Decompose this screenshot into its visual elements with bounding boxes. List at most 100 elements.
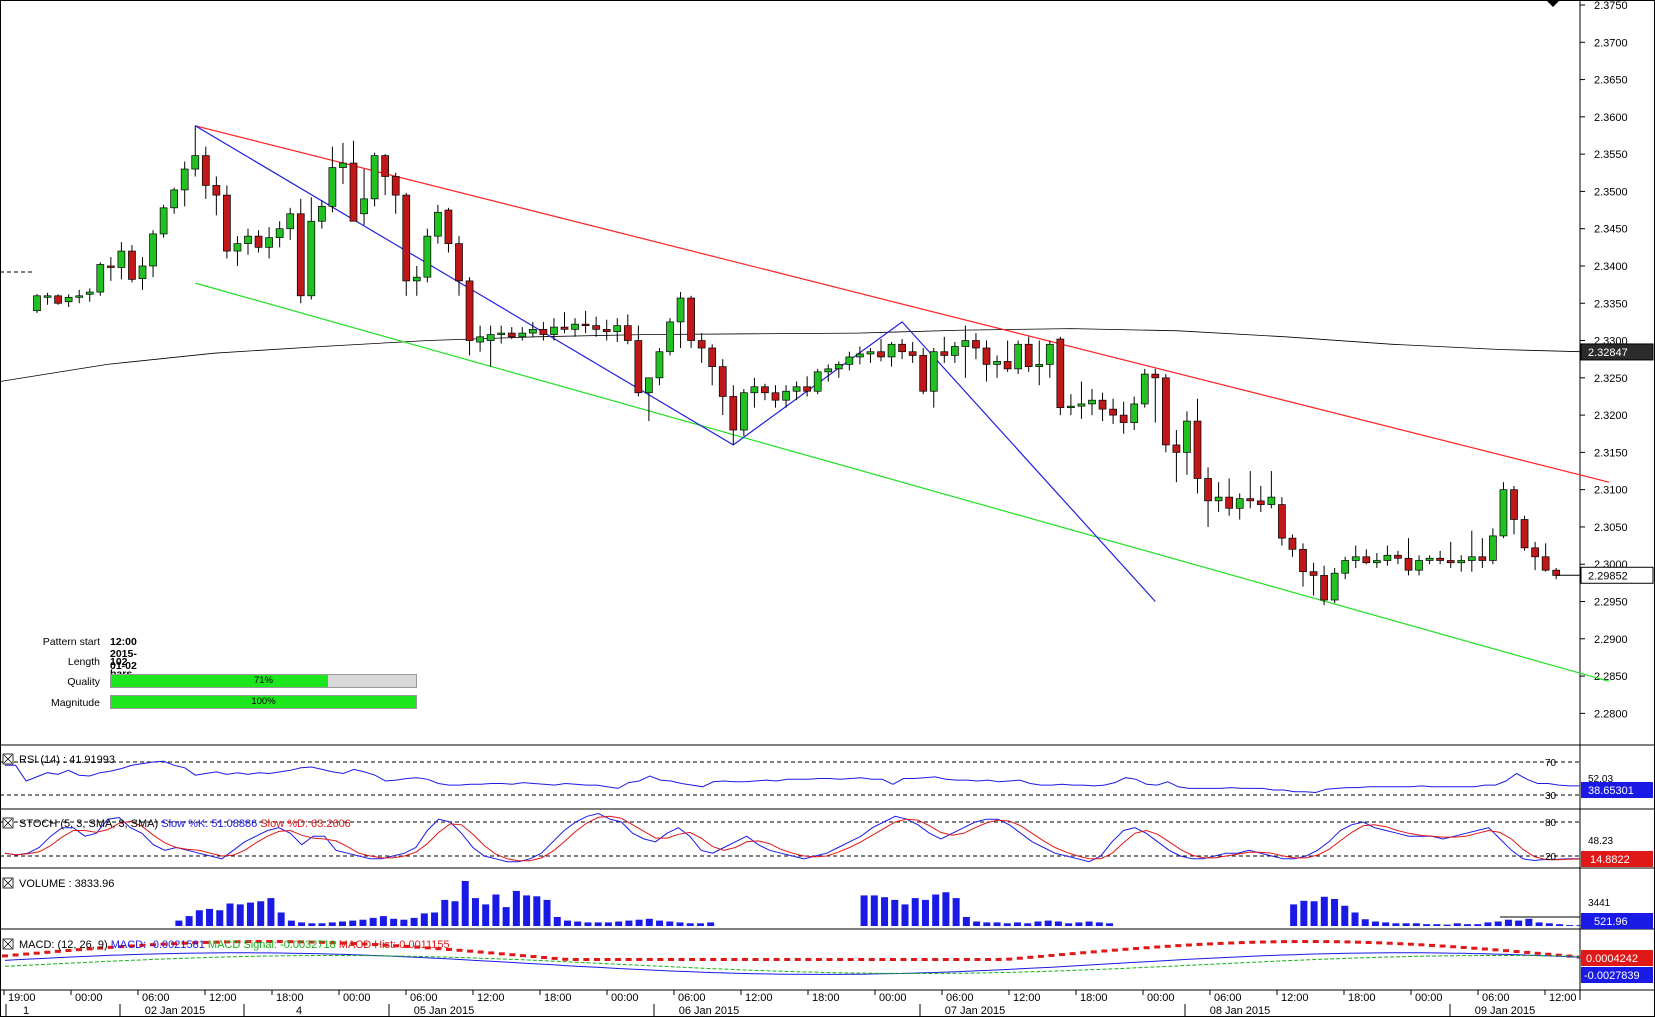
- volume-bar: [635, 919, 643, 926]
- candle-up: [1267, 496, 1276, 505]
- volume-bar: [216, 910, 224, 926]
- macd-hist-bar: [276, 940, 283, 944]
- macd-hist-bar: [815, 958, 822, 961]
- volume-bar: [328, 922, 336, 926]
- macd-hist-bar: [498, 952, 505, 956]
- macd-hist-bar: [12, 953, 19, 957]
- panel-close-icon-x: [3, 818, 13, 828]
- volume-bar: [400, 919, 408, 926]
- candle-down: [296, 213, 305, 297]
- macd-hist-bar: [414, 945, 421, 949]
- candle-up: [1045, 343, 1054, 365]
- candle-down: [908, 351, 917, 356]
- candle-up: [497, 332, 506, 335]
- macd-hist-bar: [615, 958, 622, 961]
- macd-hist-bar: [118, 945, 125, 949]
- ma-value-box: [1580, 343, 1654, 361]
- volume-bar: [993, 922, 1001, 926]
- candle-up: [666, 321, 674, 353]
- volume-bar: [1566, 925, 1574, 926]
- magnitude-label: Magnitude: [50, 697, 100, 709]
- volume-bar: [870, 895, 878, 926]
- macd-hist-bar: [1143, 946, 1150, 950]
- candlestick-series: [33, 125, 1561, 606]
- candle-up: [64, 296, 73, 303]
- price-tick-label: 2.2850: [1594, 671, 1628, 683]
- macd-line: [4, 952, 1581, 975]
- macd-hist-bar: [911, 958, 918, 961]
- candle-up: [813, 371, 822, 392]
- candle-up: [85, 291, 94, 295]
- macd-hist-bar: [1545, 952, 1552, 956]
- candle-down: [1510, 489, 1518, 520]
- stoch-axis-value: 48.23: [1588, 836, 1613, 847]
- macd-hist-bar: [202, 940, 209, 944]
- rsi-last-value: 38.65301: [1588, 785, 1634, 797]
- candle-down: [1446, 560, 1455, 564]
- candle-down: [1320, 575, 1328, 601]
- volume-bar: [656, 920, 664, 926]
- date-label: 08 Jan 2015: [1210, 1005, 1271, 1017]
- pattern-start-value: 12:00 2015-01-02: [110, 636, 137, 672]
- macd-hist-bar: [75, 948, 82, 952]
- candle-down: [381, 155, 389, 177]
- candle-up: [75, 295, 84, 298]
- macd-hist-bar: [858, 958, 865, 961]
- length-label: Length: [67, 656, 100, 668]
- candle-up: [571, 323, 579, 330]
- candle-up: [360, 198, 368, 215]
- volume-bar: [594, 922, 602, 926]
- candle-up: [1351, 556, 1360, 561]
- macd-hist-bar: [1460, 945, 1467, 949]
- time-label: 12:00: [209, 992, 237, 1004]
- macd-hist-bar: [350, 941, 357, 945]
- macd-hist-bar: [1450, 945, 1457, 949]
- candle-up: [824, 368, 833, 373]
- volume-bar: [962, 917, 970, 926]
- macd-hist-bar: [382, 943, 389, 947]
- macd-hist-bar: [308, 940, 315, 944]
- candle-up: [328, 167, 337, 207]
- macd-hist-bar: [593, 958, 600, 961]
- time-label: 18:00: [1348, 992, 1376, 1004]
- volume-bar: [1014, 922, 1021, 926]
- candle-up: [1214, 496, 1223, 502]
- candle-down: [1204, 478, 1212, 502]
- candle-up: [518, 332, 527, 338]
- candle-down: [223, 194, 231, 252]
- macd-hist-bar: [424, 946, 431, 950]
- macd-hist-bar: [1238, 941, 1245, 945]
- volume-bar: [1331, 899, 1339, 926]
- ma-value-label: 2.32847: [1588, 347, 1628, 359]
- macd-hist-bar: [731, 958, 738, 961]
- candle-up: [33, 295, 41, 312]
- candle-down: [54, 295, 62, 304]
- macd-hist-bar: [1503, 949, 1510, 953]
- candle-up: [782, 390, 790, 401]
- macd-hist-bar: [963, 958, 970, 961]
- macd-hist-bar: [1302, 940, 1309, 944]
- volume-bar: [1535, 922, 1543, 926]
- panel-close-icon-x: [3, 939, 13, 949]
- macd-hist-bar: [1016, 956, 1023, 960]
- time-label: 06:00: [946, 992, 974, 1004]
- volume-bar: [1371, 921, 1379, 926]
- volume-bar: [512, 890, 520, 926]
- macd-hist-bar: [689, 958, 696, 961]
- time-label: 19:00: [8, 992, 36, 1004]
- volume-bar: [615, 921, 623, 926]
- macd-hist-bar: [393, 944, 400, 948]
- candle-up: [233, 243, 242, 252]
- volume-bar: [1556, 924, 1564, 926]
- candle-down: [1394, 554, 1402, 559]
- macd-hist-box: [1581, 950, 1653, 966]
- candle-up: [149, 233, 157, 267]
- panel-dropdown-icon[interactable]: [1546, 0, 1560, 7]
- candle-down: [560, 326, 569, 330]
- macd-hist-bar: [1217, 941, 1224, 945]
- candle-up: [1183, 420, 1191, 453]
- macd-hist-value: 0.0004242: [1586, 953, 1638, 965]
- volume-bar: [236, 904, 244, 926]
- date-label: 1: [23, 1005, 29, 1017]
